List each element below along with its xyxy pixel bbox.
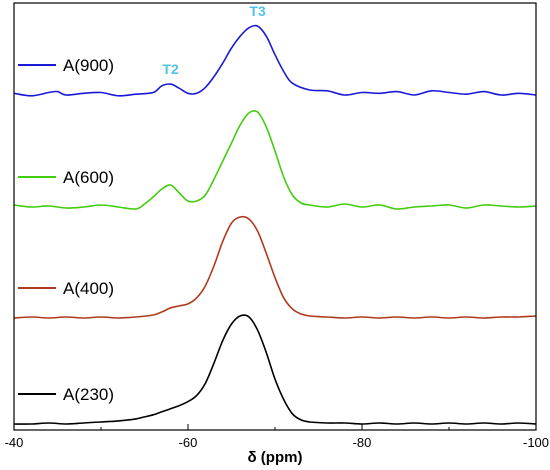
x-tick-label: -80 <box>353 435 372 450</box>
series-line-A(230) <box>13 314 537 425</box>
legend-label: A(600) <box>63 168 114 187</box>
legend: A(900) A(600) A(400) A(230) <box>18 56 114 404</box>
legend-label: A(400) <box>63 279 114 298</box>
series-line-A(900) <box>13 24 537 97</box>
annotations: T3 T2 <box>162 3 266 77</box>
plot-area <box>13 24 537 425</box>
series-line-A(600) <box>13 109 537 210</box>
x-tick-label: -40 <box>5 435 24 450</box>
annotation-T3: T3 <box>249 3 266 19</box>
legend-label: A(230) <box>63 385 114 404</box>
series-line-A(400) <box>13 215 537 319</box>
x-tick-label: -100 <box>523 435 549 450</box>
axes: -40 -60 -80 -100 δ (ppm) <box>5 2 549 466</box>
x-tick-label: -60 <box>179 435 198 450</box>
annotation-T2: T2 <box>162 61 179 77</box>
legend-label: A(900) <box>63 56 114 75</box>
x-axis-label: δ (ppm) <box>248 449 303 466</box>
